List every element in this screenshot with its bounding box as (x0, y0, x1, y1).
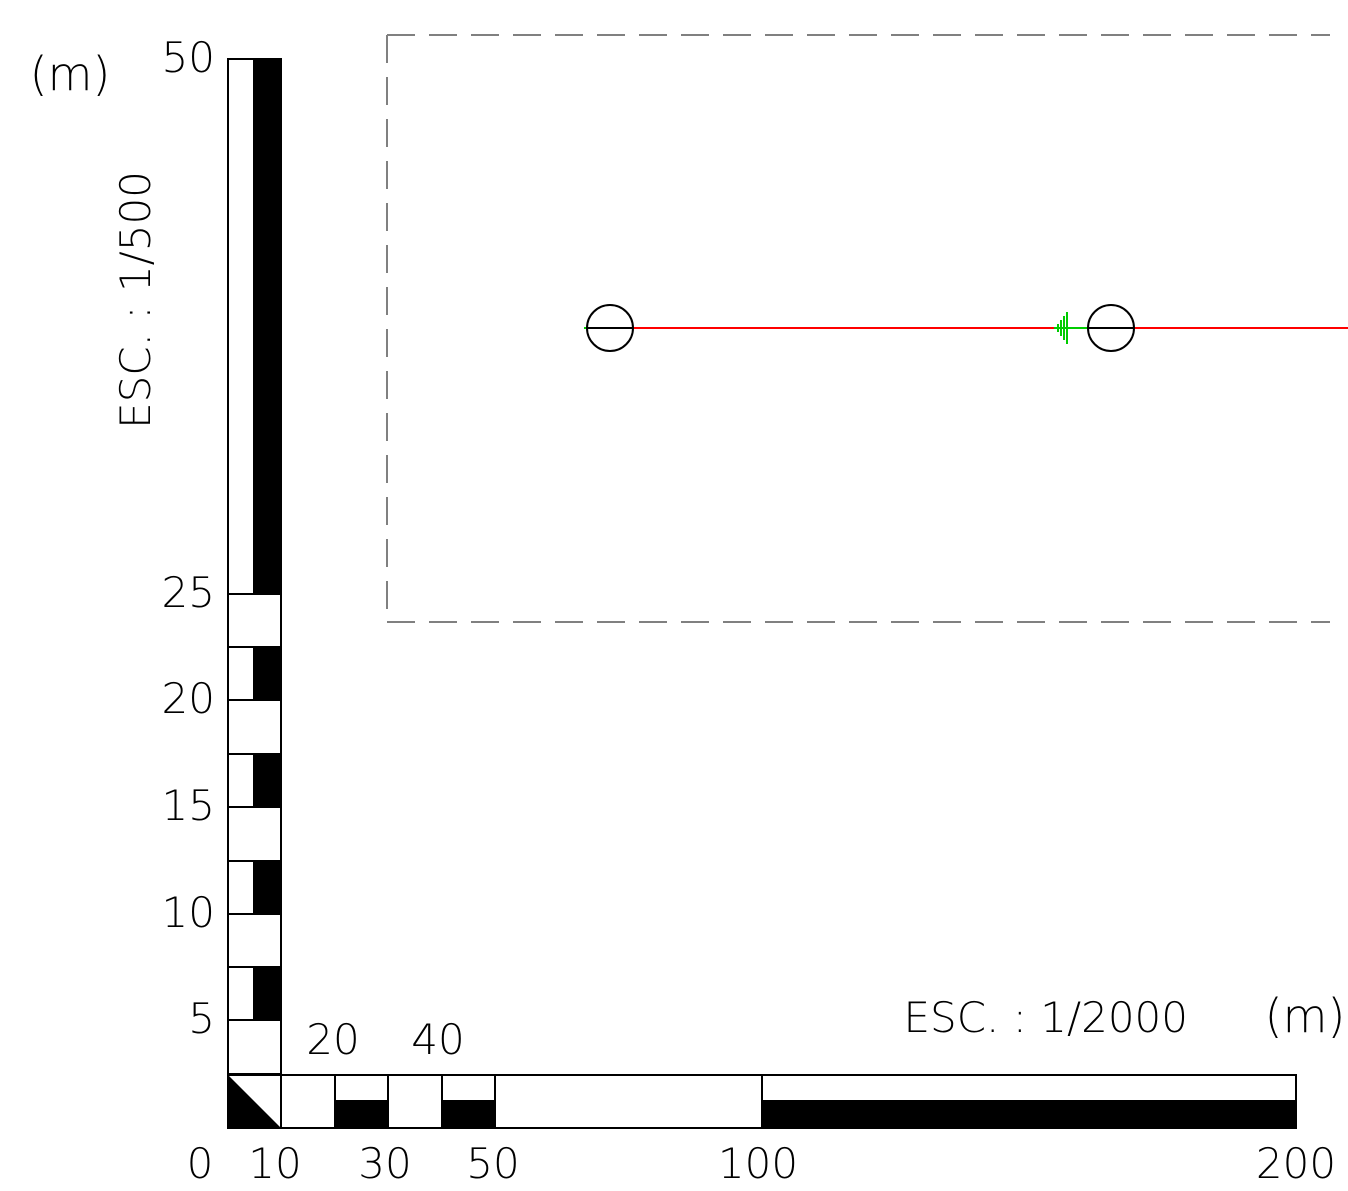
horizontal-scale-bar (227, 1074, 1297, 1129)
vertical-tick-label-50: 50 (162, 33, 215, 82)
vertical-scale-label: ESC. : 1/500 (111, 171, 160, 429)
horizontal-bottom-label-100: 100 (718, 1139, 798, 1188)
vertical-scale-bar (227, 58, 282, 1075)
green-tick-marker (1054, 312, 1090, 344)
horizontal-bar-black-segment (762, 1101, 1296, 1128)
vertical-bar-black-segment (254, 59, 281, 594)
vertical-tick-label-20: 20 (162, 674, 215, 723)
horizontal-bottom-label-200: 200 (1256, 1139, 1336, 1188)
viewport-frame (386, 34, 1330, 623)
vertical-unit-label: (m) (30, 47, 111, 101)
horizontal-bottom-label-0: 0 (187, 1139, 214, 1188)
horizontal-top-label-40: 40 (411, 1015, 464, 1064)
vertical-tick-label-15: 15 (162, 781, 215, 830)
horizontal-bottom-label-50: 50 (466, 1139, 519, 1188)
vertical-tick-label-5: 5 (188, 994, 215, 1043)
horizontal-scale-label: ESC. : 1/2000 (904, 993, 1188, 1042)
horizontal-top-label-20: 20 (306, 1015, 359, 1064)
vertical-tick-label-25: 25 (162, 568, 215, 617)
origin-corner-triangle (228, 1075, 281, 1128)
horizontal-bottom-label-10: 10 (248, 1139, 301, 1188)
horizontal-bottom-label-30: 30 (358, 1139, 411, 1188)
profile-line-group (584, 304, 1348, 352)
vertical-tick-label-10: 10 (162, 888, 215, 937)
horizontal-unit-label: (m) (1265, 989, 1346, 1043)
